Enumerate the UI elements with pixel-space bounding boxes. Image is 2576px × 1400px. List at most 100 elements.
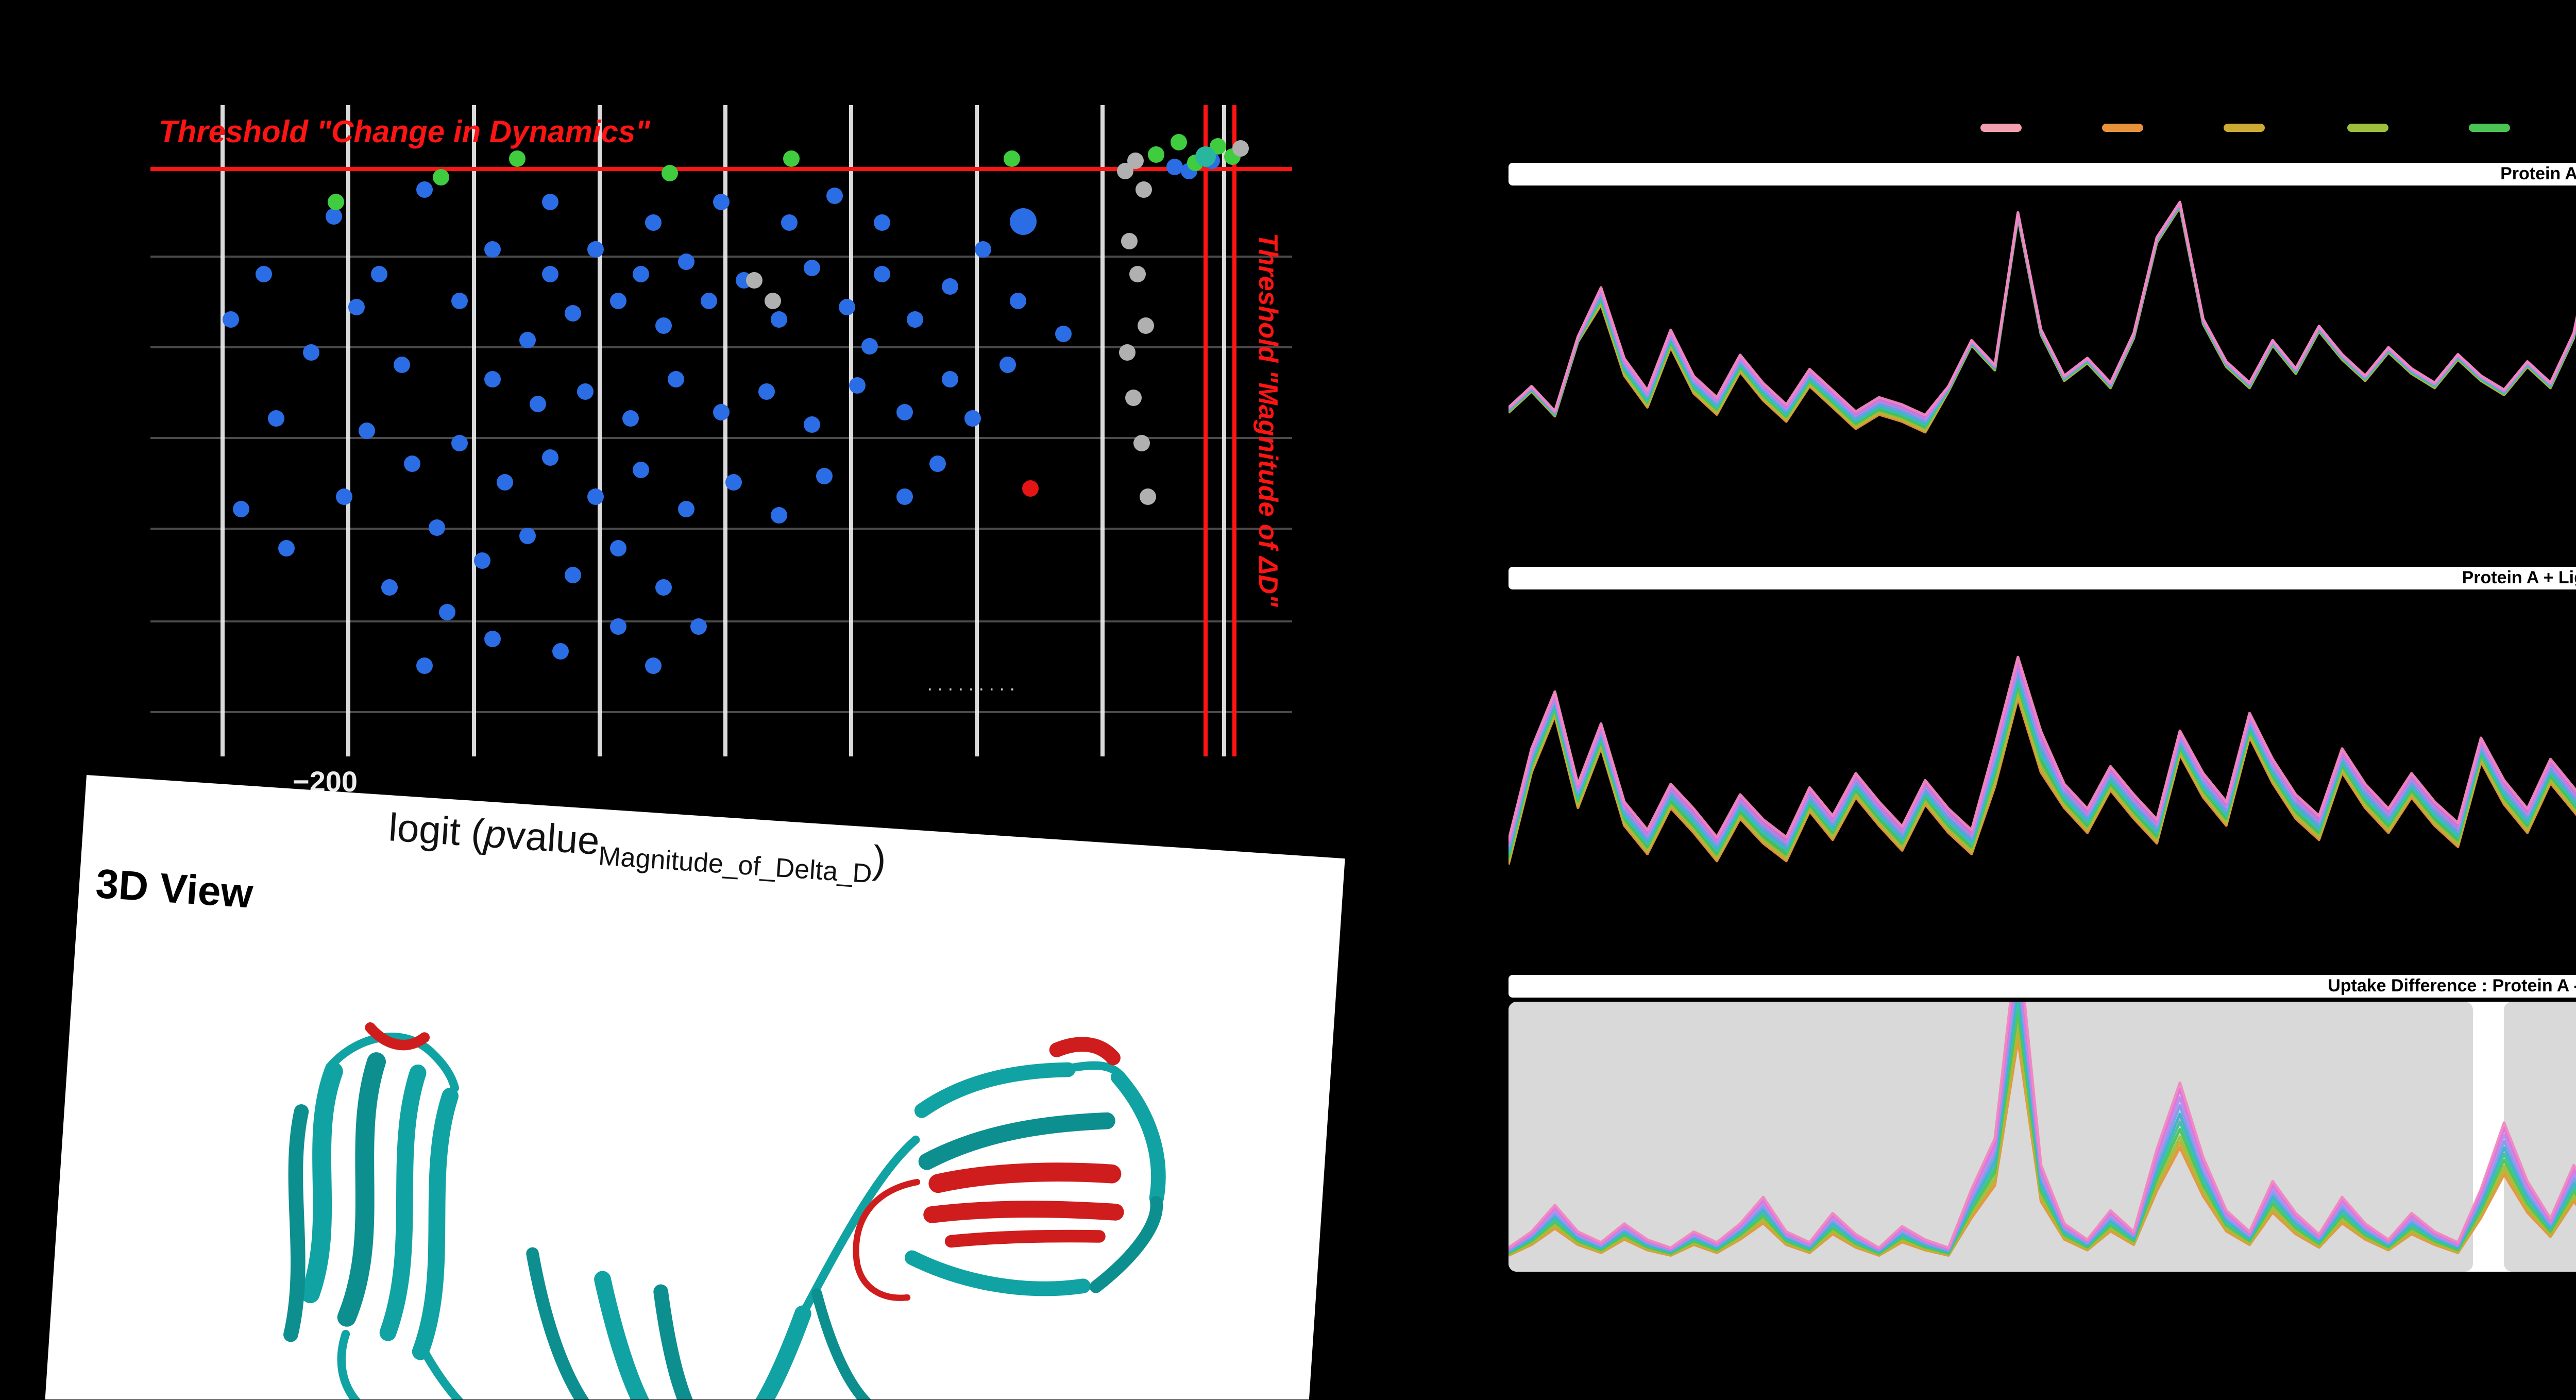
scatter-point-blue[interactable] [541,448,558,465]
scatter-point-blue[interactable] [770,507,787,524]
scatter-point-blue[interactable] [256,266,273,283]
scatter-point-blue[interactable] [816,468,833,485]
legend-color-dash-3[interactable] [2224,124,2266,132]
scatter-point-blue[interactable] [873,214,890,231]
scatter-point-blue[interactable] [484,370,501,387]
scatter-point-blue[interactable] [530,396,547,413]
scatter-point-gray[interactable] [1129,266,1146,283]
scatter-point-blue[interactable] [553,644,570,661]
scatter-point-blue[interactable] [873,266,890,283]
scatter-point-blue[interactable] [519,331,536,348]
scatter-point-blue[interactable] [325,207,342,224]
scatter-point-blue[interactable] [770,312,787,329]
scatter-point-blue[interactable] [1010,207,1038,234]
scatter-point-blue[interactable] [804,260,821,276]
scatter-point-blue[interactable] [222,312,239,329]
scatter-point-blue[interactable] [610,618,627,635]
scatter-point-blue[interactable] [758,383,775,400]
scatter-point-gray[interactable] [1119,344,1136,361]
scatter-point-green[interactable] [783,150,800,167]
scatter-point-blue[interactable] [450,435,467,452]
scatter-point-blue[interactable] [564,305,581,322]
scatter-point-blue[interactable] [633,266,650,283]
scatter-point-blue[interactable] [679,500,696,517]
scatter-point-blue[interactable] [484,631,501,648]
scatter-point-blue[interactable] [1010,292,1027,309]
scatter-point-blue[interactable] [416,181,433,198]
scatter-point-blue[interactable] [541,194,558,211]
scatter-point-blue[interactable] [233,500,250,517]
scatter-point-green[interactable] [1170,134,1187,151]
legend-color-dash-2[interactable] [2102,124,2144,132]
scatter-point-blue[interactable] [267,409,284,426]
scatter-point-gray[interactable] [1138,318,1155,335]
scatter-point-blue[interactable] [576,383,593,400]
scatter-point-gray[interactable] [1126,152,1143,169]
scatter-point-blue[interactable] [621,409,638,426]
scatter-point-green[interactable] [1147,145,1164,162]
scatter-point-red[interactable] [1022,481,1039,498]
scatter-point-blue[interactable] [450,292,467,309]
scatter-point-blue[interactable] [964,409,981,426]
scatter-point-blue[interactable] [645,214,661,231]
scatter-point-gray[interactable] [764,292,781,309]
scatter-point-blue[interactable] [690,618,707,635]
scatter-point-blue[interactable] [382,579,399,596]
scatter-point-blue[interactable] [850,377,867,394]
scatter-point-gray[interactable] [1232,139,1249,156]
scatter-point-gray[interactable] [1140,487,1157,504]
scatter-point-blue[interactable] [496,475,513,492]
scatter-point-blue[interactable] [484,240,501,257]
uptake-difference-chart[interactable] [1509,1002,2576,1272]
scatter-point-blue[interactable] [1055,325,1072,342]
scatter-point-blue[interactable] [302,344,319,361]
scatter-point-blue[interactable] [439,604,456,621]
scatter-point-blue[interactable] [838,298,855,315]
scatter-point-green[interactable] [510,150,527,167]
scatter-point-blue[interactable] [370,266,387,283]
scatter-point-blue[interactable] [393,357,410,374]
scatter-point-blue[interactable] [713,403,730,420]
scatter-point-blue[interactable] [895,403,912,420]
uptake-chart-protein-a-ligand[interactable] [1509,592,2576,946]
scatter-point-blue[interactable] [907,312,924,329]
scatter-point-blue[interactable] [541,266,558,283]
scatter-point-blue[interactable] [416,657,433,673]
scatter-point-green[interactable] [433,168,450,185]
protein-ribbon-3d[interactable] [198,934,1199,1399]
scatter-point-green[interactable] [1004,150,1021,167]
legend-color-dash-1[interactable] [1980,124,2022,132]
scatter-point-blue[interactable] [519,527,536,544]
scatter-point-blue[interactable] [404,455,421,472]
scatter-point-blue[interactable] [610,539,627,556]
scatter-point-blue[interactable] [633,461,650,478]
scatter-point-blue[interactable] [428,520,444,537]
scatter-point-gray[interactable] [1135,181,1152,198]
scatter-point-blue[interactable] [587,240,604,257]
scatter-point-blue[interactable] [930,455,946,472]
scatter-point-blue[interactable] [998,357,1015,374]
scatter-point-blue[interactable] [347,298,364,315]
legend-color-dash-4[interactable] [2346,124,2388,132]
scatter-point-blue[interactable] [804,416,821,433]
panel-3d-view[interactable]: logit (pvalueMagnitude_of_Delta_D) 3D Vi… [28,775,1345,1399]
scatter-point-blue[interactable] [645,657,661,673]
scatter-point-gray[interactable] [1125,390,1142,407]
scatter-point-blue[interactable] [656,579,673,596]
scatter-point-blue[interactable] [781,214,798,231]
scatter-point-blue[interactable] [827,188,844,205]
scatter-point-blue[interactable] [941,370,958,387]
scatter-point-blue[interactable] [359,423,376,439]
scatter-point-gray[interactable] [1122,233,1139,250]
scatter-point-blue[interactable] [667,370,684,387]
scatter-point-blue[interactable] [895,487,912,504]
scatter-point-blue[interactable] [861,338,878,355]
scatter-point-green[interactable] [662,165,679,182]
scatter-point-blue[interactable] [610,292,627,309]
scatter-point-blue[interactable] [564,566,581,583]
legend-color-dash-5[interactable] [2468,124,2510,132]
uptake-chart-protein-a[interactable] [1509,188,2576,542]
scatter-point-green[interactable] [328,194,345,211]
scatter-point-blue[interactable] [336,487,353,504]
scatter-point-blue[interactable] [279,539,296,556]
